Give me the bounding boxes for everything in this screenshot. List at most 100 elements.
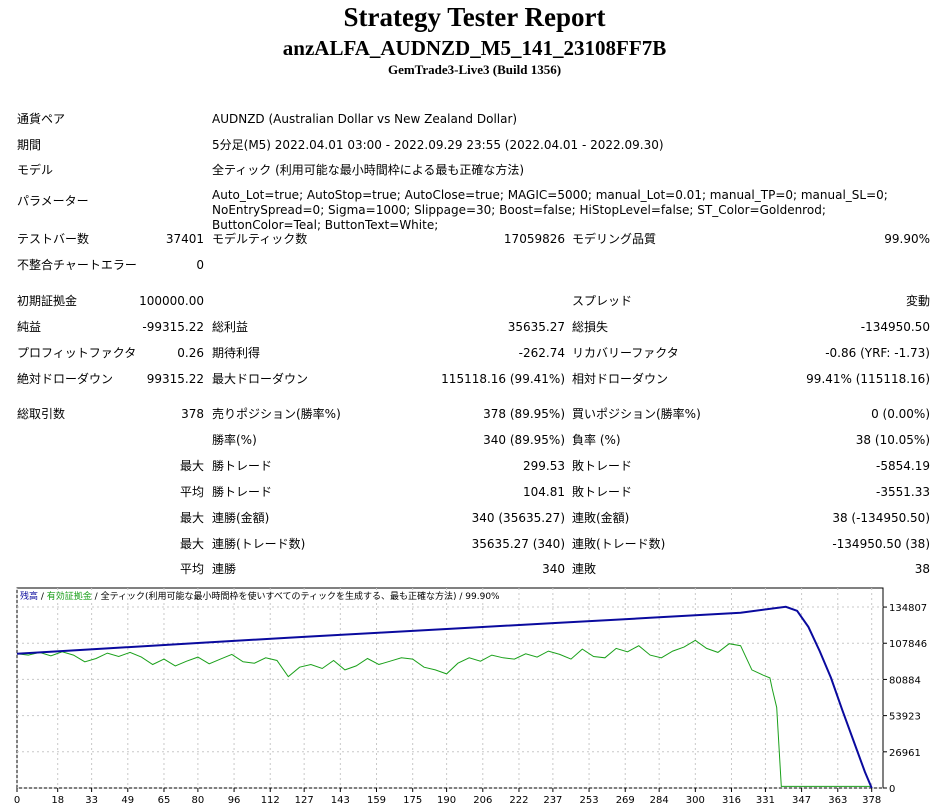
x-tick-label: 0 xyxy=(14,795,20,806)
avg-win-label: 勝トレード xyxy=(212,485,273,499)
x-tick-label: 96 xyxy=(228,795,241,806)
legend-model: 全ティック(利用可能な最小時間枠を使いすべてのティックを生成する、最も正確な方法… xyxy=(101,590,457,602)
report-subtitle: anzALFA_AUDNZD_M5_141_23108FF7B xyxy=(282,36,667,60)
x-tick-label: 80 xyxy=(192,795,205,806)
avg-consec-losses-label: 連敗 xyxy=(572,562,597,576)
x-tick-label: 112 xyxy=(261,795,280,806)
y-tick-label: 26961 xyxy=(889,748,921,759)
y-tick-label: 134807 xyxy=(889,603,927,614)
balance-chart: 0 26961 53923 80884 107846 134807 0 18 33 49 65 80… xyxy=(14,587,927,806)
total-trades-label: 総取引数 xyxy=(17,407,66,421)
x-tick-label: 65 xyxy=(158,795,171,806)
x-tick-label: 300 xyxy=(686,795,705,806)
chart-legend: 残高 / 有効証拠金 / 全ティック(利用可能な最小時間枠を使いすべてのティック… xyxy=(20,590,500,602)
legend-sep: / xyxy=(38,592,47,602)
profit-factor-value: 0.26 xyxy=(177,346,204,360)
mismatch-label: 不整合チャートエラー xyxy=(17,258,137,272)
largest-win-value: 299.53 xyxy=(523,459,565,473)
x-tick-label: 49 xyxy=(121,795,134,806)
x-tick-label: 206 xyxy=(473,795,492,806)
max-drawdown-value: 115118.16 (99.41%) xyxy=(441,372,565,386)
max-consec-losses-value: 38 (-134950.50) xyxy=(832,511,930,525)
x-tick-label: 284 xyxy=(650,795,669,806)
gross-profit-value: 35635.27 xyxy=(507,320,565,334)
x-tick-label: 237 xyxy=(543,795,562,806)
x-tick-label: 18 xyxy=(51,795,64,806)
avg-loss-label: 敗トレード xyxy=(572,485,633,499)
max-consec-loss-label: 連敗(トレード数) xyxy=(572,537,666,551)
x-tick-label: 347 xyxy=(792,795,811,806)
spread-label: スプレッド xyxy=(572,294,633,308)
loss-rate-value: 38 (10.05%) xyxy=(855,433,930,447)
x-tick-label: 143 xyxy=(331,795,350,806)
quality-label: モデリング品質 xyxy=(572,232,657,246)
x-tick-label: 316 xyxy=(722,795,741,806)
y-axis: 0 26961 53923 80884 107846 134807 xyxy=(883,603,927,795)
y-tick-label: 0 xyxy=(889,784,895,795)
server-build: GemTrade3-Live3 (Build 1356) xyxy=(387,62,562,77)
x-tick-label: 253 xyxy=(580,795,599,806)
legend-sep: / xyxy=(92,592,101,602)
symbol-label: 通貨ペア xyxy=(17,112,66,126)
params-value: Auto_Lot=true; AutoStop=true; AutoClose=… xyxy=(212,188,888,232)
x-tick-label: 331 xyxy=(756,795,775,806)
rel-drawdown-value: 99.41% (115118.16) xyxy=(806,372,930,386)
avg-prefix: 平均 xyxy=(179,485,204,499)
gross-loss-label: 総損失 xyxy=(572,320,609,334)
recovery-factor-label: リカバリーファクタ xyxy=(572,346,679,360)
profit-factor-label: プロフィットファクタ xyxy=(17,346,137,360)
params-label: パラメーター xyxy=(17,194,89,208)
x-tick-label: 222 xyxy=(509,795,528,806)
x-tick-label: 127 xyxy=(295,795,314,806)
ticks-label: モデルティック数 xyxy=(212,232,308,246)
x-tick-label: 159 xyxy=(367,795,386,806)
avg-loss-value: -3551.33 xyxy=(876,485,930,499)
x-tick-label: 269 xyxy=(616,795,635,806)
chart-series xyxy=(16,605,873,789)
equity-line xyxy=(16,639,872,787)
legend-equity: 有効証拠金 xyxy=(47,590,92,602)
legend-balance: 残高 xyxy=(20,590,38,602)
long-positions-value: 0 (0.00%) xyxy=(871,407,930,421)
legend-sep: / xyxy=(457,592,466,602)
model-label: モデル xyxy=(17,163,54,177)
x-tick-label: 363 xyxy=(828,795,847,806)
avg-consec-wins-label: 連勝 xyxy=(212,562,237,576)
max-consec-profit-label: 連勝(トレード数) xyxy=(212,537,306,551)
max-drawdown-label: 最大ドローダウン xyxy=(212,372,309,386)
short-positions-label: 売りポジション(勝率%) xyxy=(212,407,341,421)
avg-consec-wins-value: 340 xyxy=(542,562,565,576)
quality-value: 99.90% xyxy=(884,232,930,246)
period-value: 5分足(M5) 2022.04.01 03:00 - 2022.09.29 23… xyxy=(212,138,664,152)
largest-loss-value: -5854.19 xyxy=(876,459,930,473)
deposit-label: 初期証拠金 xyxy=(17,294,78,308)
largest-loss-label: 敗トレード xyxy=(572,459,633,473)
x-tick-label: 190 xyxy=(437,795,456,806)
y-tick-label: 80884 xyxy=(889,675,921,686)
abs-drawdown-label: 絶対ドローダウン xyxy=(17,372,114,386)
legend-quality: 99.90% xyxy=(465,592,500,602)
report-title: Strategy Tester Report xyxy=(343,2,606,32)
expected-payoff-label: 期待利得 xyxy=(212,346,261,360)
avg-win-value: 104.81 xyxy=(523,485,565,499)
bars-value: 37401 xyxy=(165,232,204,246)
deposit-value: 100000.00 xyxy=(139,294,204,308)
max-consec-profit-value: 35635.27 (340) xyxy=(471,537,565,551)
max-prefix: 最大 xyxy=(179,537,204,551)
long-positions-label: 買いポジション(勝率%) xyxy=(572,407,701,421)
largest-win-label: 勝トレード xyxy=(212,459,273,473)
net-profit-value: -99315.22 xyxy=(142,320,204,334)
win-rate-value: 340 (89.95%) xyxy=(483,433,565,447)
bars-label: テストバー数 xyxy=(17,232,90,246)
x-axis: 0 18 33 49 65 80 96 112 127 143 159 175 190 206 222 237… xyxy=(14,788,881,806)
avg-consec-losses-value: 38 xyxy=(914,562,930,576)
y-tick-label: 107846 xyxy=(889,639,927,650)
avg-prefix: 平均 xyxy=(179,562,204,576)
period-label: 期間 xyxy=(17,138,42,152)
max-consec-loss-value: -134950.50 (38) xyxy=(832,537,930,551)
max-consec-wins-value: 340 (35635.27) xyxy=(471,511,565,525)
max-consec-wins-label: 連勝(金額) xyxy=(212,511,270,525)
y-tick-label: 53923 xyxy=(889,712,921,723)
model-value: 全ティック (利用可能な最小時間枠による最も正確な方法) xyxy=(212,163,525,177)
gross-profit-label: 総利益 xyxy=(212,320,249,334)
